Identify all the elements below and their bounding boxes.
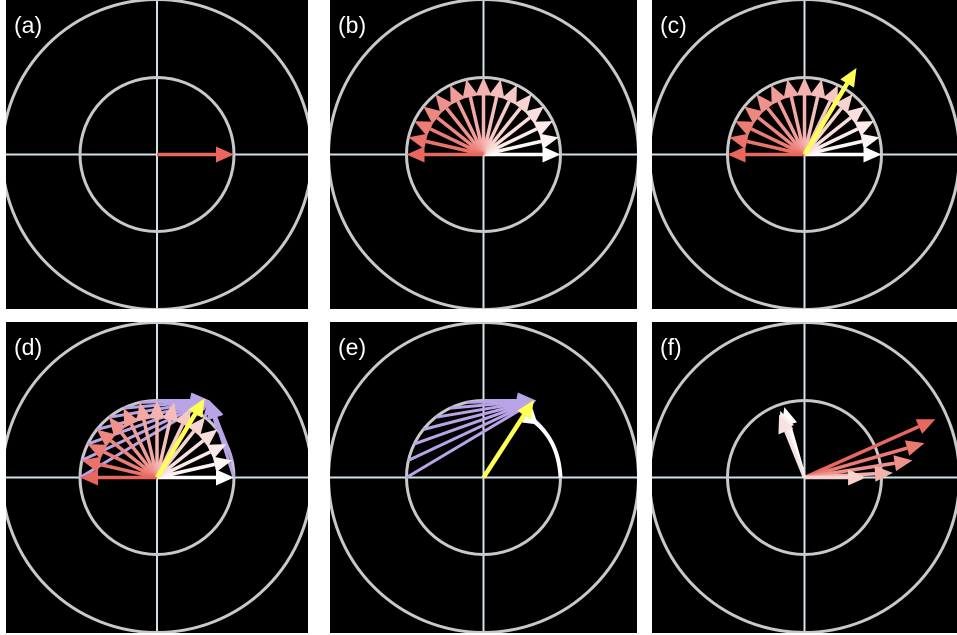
fan-arrow	[87, 444, 158, 480]
fan-arrow	[475, 77, 492, 155]
fan-arrow	[803, 106, 865, 156]
fan-arrow	[804, 133, 880, 157]
fan-arrow	[771, 85, 807, 156]
fan-arrow	[783, 79, 807, 155]
outer-circle	[6, 322, 308, 633]
fan-arrow	[802, 79, 826, 155]
panel-e: (e)	[330, 322, 637, 633]
fan-arrow	[80, 469, 157, 486]
fan-arrow	[483, 146, 561, 163]
fan-arrow	[136, 402, 159, 478]
panel-label: (a)	[14, 12, 42, 38]
vector-arrow	[778, 414, 807, 479]
fan-arrow	[482, 106, 544, 156]
fan-arrow	[435, 94, 485, 156]
fan-arrow	[406, 146, 484, 163]
fan-arrow	[483, 133, 559, 157]
fan-arrow	[735, 121, 806, 157]
outer-circle	[330, 322, 637, 633]
fan-arrow	[756, 94, 806, 156]
fan-arrow	[108, 417, 159, 479]
fan-arrow	[796, 77, 813, 155]
panel-c: (c)	[652, 0, 957, 309]
fan-arrow	[156, 456, 233, 480]
fan-arrow	[156, 444, 227, 480]
panel-label: (f)	[660, 334, 682, 360]
fan-arrow	[482, 94, 532, 156]
fan-arrow	[149, 400, 165, 478]
fan-arrow	[423, 106, 485, 156]
fan-arrow	[408, 133, 484, 157]
fan-arrow	[155, 402, 178, 478]
fan-arrow	[481, 85, 517, 156]
vector-arrow	[157, 146, 234, 163]
fan-arrow	[729, 133, 805, 157]
vector-arrow	[804, 469, 867, 486]
panel-a: (a)	[6, 0, 308, 309]
fan-arrow	[744, 106, 806, 156]
lavender-arrow	[199, 400, 216, 418]
vector-arrow	[803, 419, 936, 480]
panel-d: (d)	[6, 322, 308, 633]
fan-arrow	[157, 469, 234, 486]
fan-arrow	[414, 121, 485, 157]
fan-arrow	[804, 146, 882, 163]
panel-f: (f)	[652, 322, 957, 633]
outer-circle	[652, 322, 957, 633]
vector-arrow	[155, 398, 205, 479]
fan-arrow	[155, 429, 218, 479]
fan-arrow	[96, 429, 159, 479]
fan-arrow	[450, 85, 486, 156]
fan-arrow	[481, 79, 505, 155]
panel-b: (b)	[330, 0, 637, 309]
panel-label: (c)	[660, 12, 687, 38]
fan-arrow	[727, 146, 805, 163]
panel-label: (b)	[338, 12, 366, 38]
vector-arrow	[481, 400, 534, 479]
fan-arrow	[81, 456, 158, 480]
fan-arrow	[123, 408, 159, 479]
vector-arrow	[802, 68, 857, 156]
panel-label: (d)	[14, 334, 42, 360]
vector-arrow	[804, 440, 925, 480]
fan-arrow	[462, 79, 486, 155]
fan-arrow	[482, 121, 553, 157]
fan-arrow	[803, 121, 874, 157]
panel-label: (e)	[338, 334, 366, 360]
